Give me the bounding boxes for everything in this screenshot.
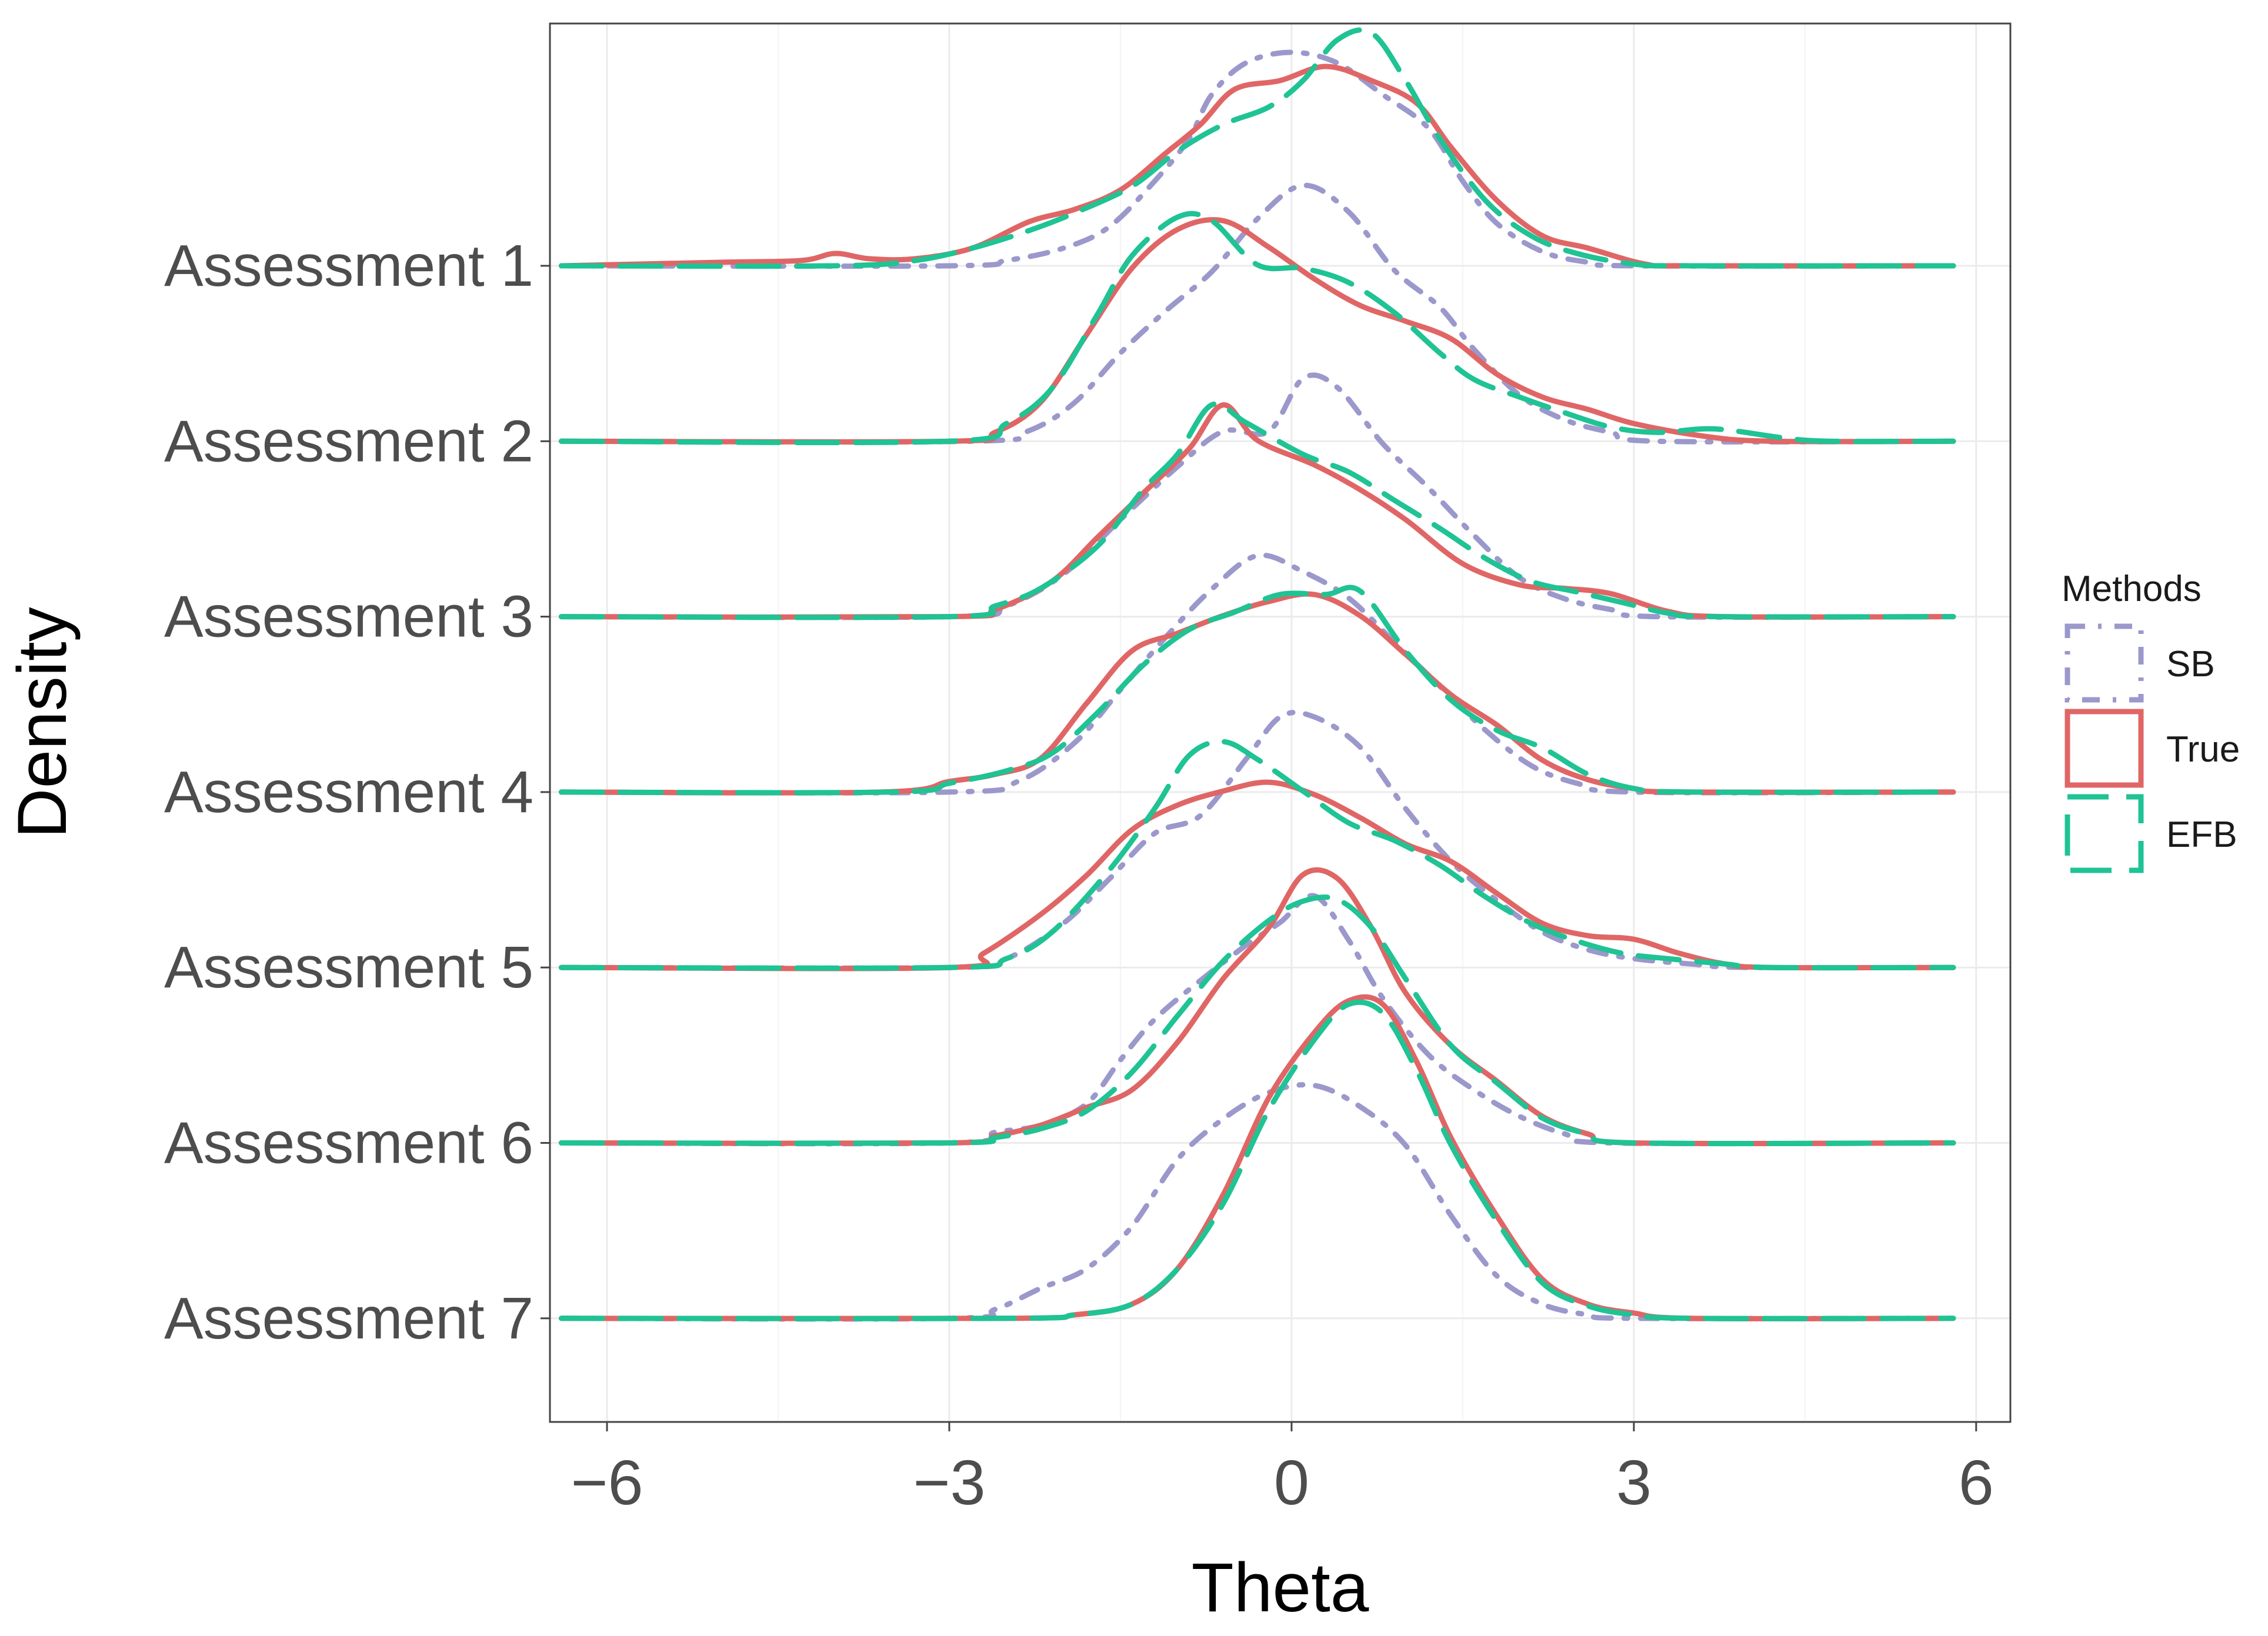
ridge-assessment-4: [558, 552, 1956, 796]
ridge-assessment-3: [558, 372, 1956, 620]
legend-title: Methods: [2062, 569, 2202, 609]
y-tick-label: Assessment 2: [164, 408, 533, 474]
x-tick-label: −6: [571, 1447, 643, 1518]
legend-key-sb: [2064, 623, 2144, 703]
legend: Methods SB True EFB: [2062, 569, 2240, 873]
density-curve-efb: [558, 894, 1956, 1147]
legend-label-true: True: [2166, 729, 2240, 770]
density-curve-sb: [558, 552, 1956, 796]
density-curve-efb: [558, 27, 1956, 269]
ridge-assessment-5: [558, 710, 1956, 971]
legend-label-sb: SB: [2166, 644, 2215, 685]
ridge-assessment-1: [558, 27, 1956, 269]
y-tick-label: Assessment 5: [164, 934, 533, 1000]
density-curve-sb: [558, 710, 1956, 971]
y-tick-label: Assessment 6: [164, 1110, 533, 1176]
ridge-assessment-6: [558, 867, 1956, 1147]
panel-border: [549, 22, 2012, 1423]
density-curve-sb: [558, 49, 1956, 269]
y-tick-label: Assessment 4: [164, 759, 533, 825]
y-tick-label: Assessment 1: [164, 233, 533, 299]
density-curve-sb: [558, 893, 1956, 1147]
ridge-assessment-2: [558, 182, 1956, 446]
x-axis-title: Theta: [1192, 1549, 1369, 1627]
density-curve-efb: [558, 211, 1956, 446]
legend-label-efb: EFB: [2166, 814, 2237, 855]
y-axis-title: Density: [4, 607, 81, 838]
curve-layer: [558, 27, 1956, 1322]
density-curve-efb: [558, 401, 1956, 620]
x-tick-label: 3: [1616, 1447, 1652, 1518]
density-curve-true: [558, 217, 1956, 445]
density-curve-true: [558, 64, 1956, 269]
legend-key-efb: [2064, 794, 2144, 873]
y-tick-label: Assessment 3: [164, 584, 533, 650]
density-curve-efb: [558, 739, 1956, 971]
density-curve-true: [558, 779, 1956, 971]
legend-key-true: [2064, 709, 2144, 788]
density-curve-efb: [558, 585, 1956, 796]
y-tick-label: Assessment 7: [164, 1286, 533, 1351]
x-tick-label: −3: [913, 1447, 985, 1518]
x-tick-label: 0: [1274, 1447, 1309, 1518]
y-axis: Assessment 1 Assessment 2 Assessment 3 Asse…: [164, 233, 550, 1351]
x-tick-label: 6: [1959, 1447, 1994, 1518]
ridge-assessment-7: [558, 994, 1956, 1322]
x-axis: −6 −3 0 3 6: [571, 1422, 1994, 1518]
density-curve-sb: [558, 182, 1956, 445]
density-curve-efb: [558, 999, 1956, 1321]
